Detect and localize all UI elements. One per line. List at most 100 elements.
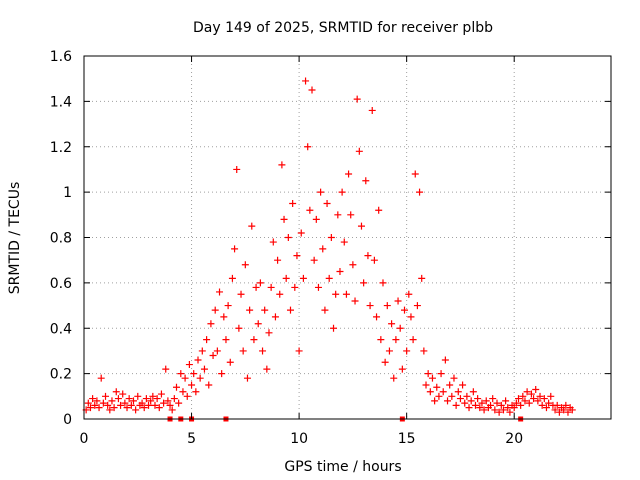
data-point <box>551 406 559 414</box>
data-point <box>512 399 520 407</box>
data-point <box>519 392 527 400</box>
data-point <box>542 404 550 412</box>
data-point <box>278 161 286 169</box>
data-point <box>274 256 282 264</box>
data-point <box>327 234 335 241</box>
data-point <box>495 408 503 416</box>
data-point <box>349 261 357 269</box>
data-point <box>504 404 512 412</box>
data-point <box>487 401 495 409</box>
data-point <box>228 274 236 282</box>
data-point <box>314 283 322 291</box>
data-point <box>213 347 221 355</box>
data-point <box>373 313 381 321</box>
data-point <box>205 381 213 389</box>
data-point <box>282 274 290 282</box>
data-point <box>377 336 385 344</box>
data-point <box>491 406 499 414</box>
data-point <box>302 77 310 85</box>
data-point <box>355 147 363 155</box>
data-point <box>370 256 378 264</box>
data-point <box>243 374 251 382</box>
data-point <box>450 374 458 382</box>
data-point <box>256 279 264 287</box>
data-point <box>463 392 471 400</box>
data-point <box>379 279 387 287</box>
data-point <box>456 395 464 403</box>
data-point <box>192 388 200 396</box>
data-point <box>437 370 445 378</box>
data-point <box>362 177 370 185</box>
data-point <box>308 86 316 94</box>
data-point <box>396 324 404 332</box>
data-point <box>538 401 546 409</box>
data-point <box>478 399 486 407</box>
data-point <box>226 358 234 366</box>
data-point <box>332 290 340 298</box>
data-point <box>179 388 187 396</box>
data-point <box>194 356 202 364</box>
data-point <box>254 320 262 328</box>
data-point <box>366 302 374 310</box>
data-point <box>93 397 101 405</box>
grid-layer <box>84 56 611 419</box>
data-point <box>233 165 241 173</box>
y-tick-label: 0.6 <box>50 276 72 292</box>
data-point <box>151 401 159 409</box>
data-point <box>162 365 170 373</box>
data-point <box>530 395 538 403</box>
data-points-layer <box>82 77 576 422</box>
x-tick-label: 10 <box>290 431 308 447</box>
data-point <box>91 401 99 409</box>
data-point <box>196 374 204 382</box>
data-point <box>568 406 576 414</box>
data-point <box>138 399 146 407</box>
data-point <box>560 406 568 414</box>
data-point <box>364 252 372 260</box>
y-tick-label: 1.6 <box>50 49 72 65</box>
data-point <box>134 392 142 400</box>
data-point <box>248 222 256 230</box>
data-point <box>405 290 413 298</box>
y-axis-label: SRMTID / TECUs <box>7 182 23 295</box>
data-point <box>562 401 570 409</box>
data-point <box>155 404 163 412</box>
data-point <box>392 336 400 344</box>
data-point <box>222 336 230 344</box>
data-point <box>534 397 542 405</box>
data-point <box>368 106 376 114</box>
data-point <box>375 206 383 214</box>
data-point <box>166 401 174 409</box>
data-point <box>325 274 333 282</box>
data-point <box>106 406 114 414</box>
data-point <box>536 392 544 400</box>
data-point <box>145 401 153 409</box>
data-point <box>465 404 473 412</box>
data-point <box>351 297 359 305</box>
data-point <box>553 401 561 409</box>
data-point <box>448 392 456 400</box>
data-point <box>304 143 312 151</box>
data-point <box>220 313 228 321</box>
data-point <box>340 238 348 246</box>
data-point <box>497 401 505 409</box>
data-point <box>241 261 249 269</box>
data-point <box>267 283 275 291</box>
data-point <box>424 370 432 378</box>
data-point <box>84 399 92 407</box>
data-point <box>286 306 294 314</box>
data-point <box>172 383 180 391</box>
data-point <box>276 290 284 298</box>
data-point <box>269 238 277 246</box>
data-point <box>265 329 273 337</box>
data-point <box>321 306 329 314</box>
data-point <box>306 206 314 214</box>
data-point <box>188 381 196 389</box>
data-point <box>121 399 129 407</box>
data-point <box>441 356 449 364</box>
data-point <box>459 381 467 389</box>
x-axis-label: GPS time / hours <box>284 459 401 475</box>
data-point <box>117 401 125 409</box>
data-point <box>390 374 398 382</box>
